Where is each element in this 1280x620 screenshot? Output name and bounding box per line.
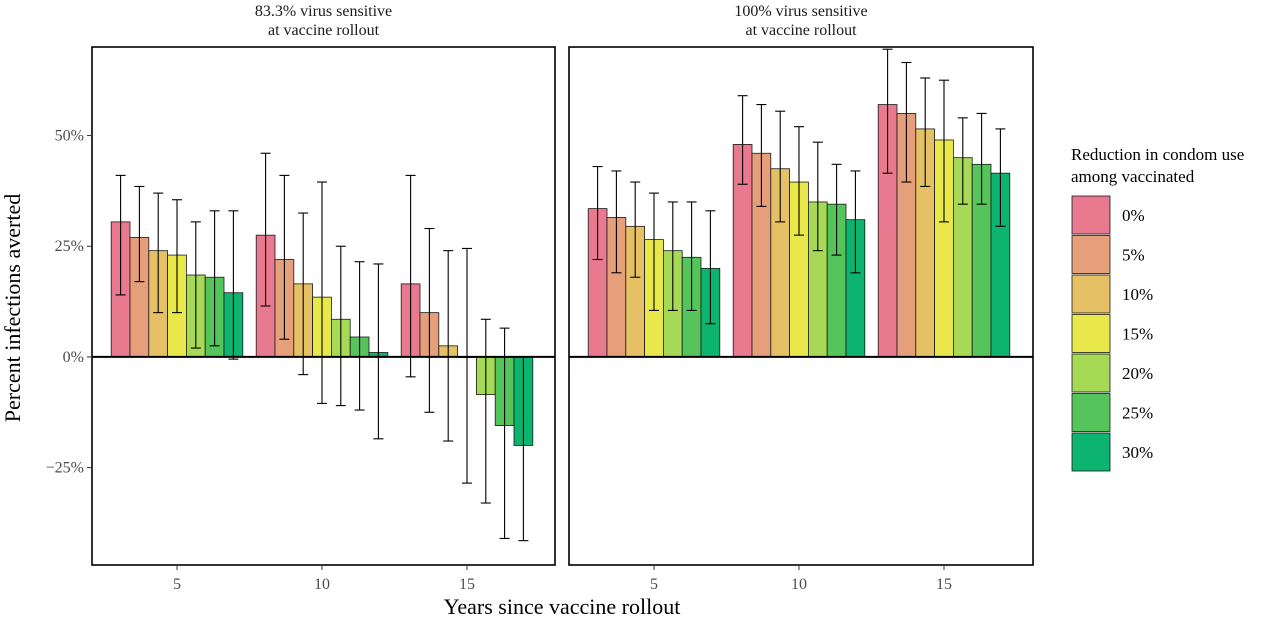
panel-title-line: at vaccine rollout (745, 22, 857, 39)
legend-title: among vaccinated (1071, 167, 1195, 186)
panel-frame (568, 46, 1034, 566)
error-bar (462, 247, 472, 484)
x-tick-label: 15 (459, 576, 475, 593)
panel-frame (91, 46, 556, 566)
error-bar (611, 170, 622, 274)
error-bar (775, 110, 786, 223)
error-bar (335, 245, 346, 407)
error-bar (686, 201, 697, 311)
x-tick-label: 10 (314, 576, 330, 593)
legend-item: 5% (1071, 235, 1145, 274)
y-tick-label: −25% (46, 460, 84, 477)
error-bar (260, 152, 271, 307)
legend-label: 25% (1122, 404, 1153, 423)
x-tick-label: 5 (173, 576, 181, 593)
legend-swatch (1071, 274, 1111, 314)
error-bar (443, 250, 454, 442)
legend-title: Reduction in condom use (1071, 145, 1244, 164)
error-bar (976, 112, 987, 205)
error-bar (737, 95, 748, 185)
error-bar (705, 210, 716, 325)
error-bar (190, 221, 201, 349)
error-bar (298, 212, 309, 376)
legend-item: 20% (1071, 353, 1153, 393)
error-bar (939, 79, 949, 223)
legend-label: 0% (1122, 206, 1145, 225)
legend-item: 30% (1071, 432, 1153, 472)
legend-label: 5% (1122, 246, 1145, 265)
legend-label: 20% (1122, 364, 1153, 383)
error-bar (373, 263, 384, 440)
error-bar (115, 174, 126, 296)
legend-swatch (1071, 314, 1111, 353)
legend-swatch (1071, 195, 1111, 235)
error-bar (920, 77, 931, 188)
error-bar (153, 192, 164, 314)
y-axis-label: Percent infections averted (0, 194, 25, 422)
legend-swatch (1071, 393, 1111, 432)
error-bar (424, 227, 435, 413)
x-tick-label: 15 (936, 576, 952, 593)
legend-label: 15% (1122, 325, 1153, 344)
error-bar (630, 181, 641, 278)
error-bar (279, 174, 290, 340)
error-bar (134, 185, 145, 283)
legend-label: 10% (1122, 285, 1153, 304)
error-bar (957, 117, 968, 205)
error-bar (209, 210, 220, 347)
legend-swatch (1071, 235, 1111, 274)
error-bar (649, 192, 659, 311)
error-bar (354, 261, 365, 411)
legend-swatch (1071, 353, 1111, 393)
error-bar (317, 181, 327, 404)
y-tick-label: 50% (55, 128, 84, 145)
error-bar (172, 199, 182, 314)
x-tick-label: 10 (791, 576, 807, 593)
error-bar (995, 128, 1006, 227)
x-tick-label: 5 (650, 576, 658, 593)
panel-title-line: 100% virus sensitive (734, 3, 867, 20)
legend-item: 10% (1071, 274, 1153, 314)
panel-1: 83.3% virus sensitive at vaccine rollout −… (46, 3, 556, 593)
panel-title-line: 83.3% virus sensitive (255, 3, 392, 20)
error-bar (831, 163, 842, 256)
error-bar (480, 318, 491, 504)
error-bar (592, 165, 603, 261)
legend-item: 0% (1071, 195, 1145, 235)
panel-2: 100% virus sensitive at vaccine rollout 5 1… (568, 3, 1034, 593)
error-bar (901, 61, 912, 183)
y-tick-label: 0% (63, 349, 84, 366)
error-bar (228, 210, 239, 360)
legend-label: 30% (1122, 443, 1153, 462)
error-bar (756, 104, 767, 207)
x-axis-label: Years since vaccine rollout (444, 594, 681, 619)
error-bar (667, 201, 678, 311)
legend-item: 15% (1071, 314, 1153, 353)
error-bar (812, 141, 823, 252)
panel-title-line: at vaccine rollout (268, 22, 380, 39)
error-bar (794, 126, 804, 236)
legend-swatch (1071, 432, 1111, 472)
legend: Reduction in condom use among vaccinated 0… (1071, 145, 1244, 472)
error-bar (499, 327, 510, 539)
y-tick-label: 25% (55, 238, 84, 255)
error-bar (882, 48, 893, 174)
error-bar (405, 174, 416, 378)
legend-item: 25% (1071, 393, 1153, 432)
error-bar (850, 170, 861, 274)
